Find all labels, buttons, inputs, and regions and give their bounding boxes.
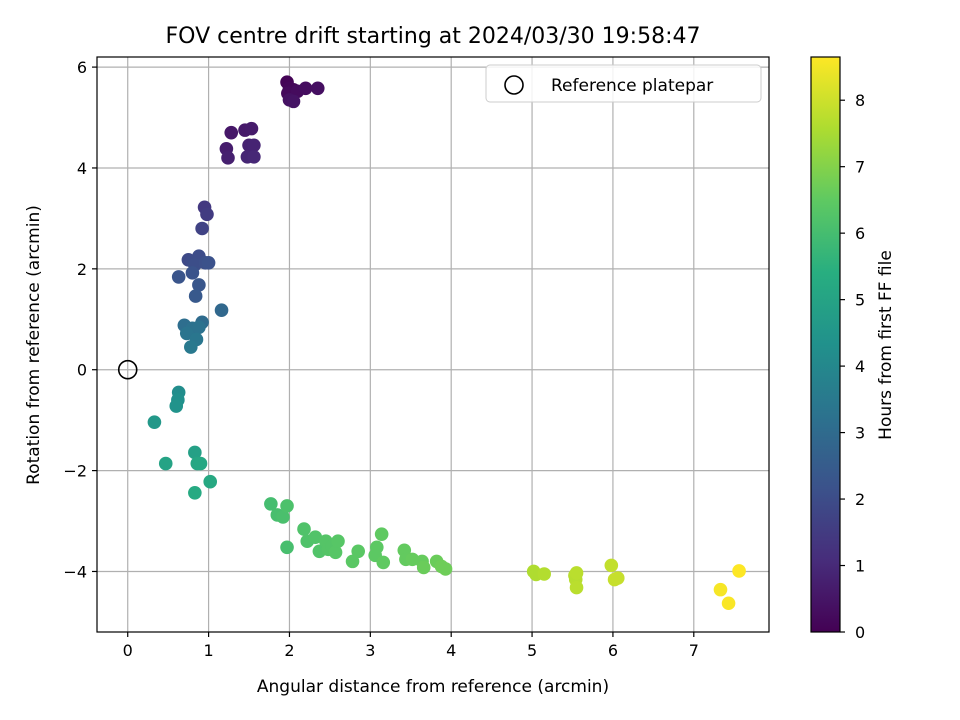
data-point bbox=[247, 138, 261, 153]
data-point bbox=[188, 445, 202, 460]
y-tick-label: −4 bbox=[63, 562, 87, 581]
data-point bbox=[221, 151, 235, 165]
y-tick-label: 6 bbox=[77, 58, 87, 77]
data-point bbox=[374, 527, 389, 541]
data-point bbox=[276, 510, 290, 524]
data-point bbox=[147, 415, 162, 429]
data-point bbox=[721, 596, 736, 611]
data-point bbox=[185, 266, 200, 280]
data-point bbox=[188, 485, 202, 500]
data-point bbox=[416, 560, 431, 575]
x-tick-label: 5 bbox=[527, 641, 537, 660]
colorbar-tick-label: 4 bbox=[855, 357, 865, 376]
colorbar-tick-label: 8 bbox=[855, 91, 865, 110]
data-point bbox=[610, 571, 625, 585]
data-point bbox=[188, 289, 203, 303]
data-point bbox=[438, 562, 453, 576]
data-point bbox=[713, 582, 728, 597]
data-point bbox=[569, 580, 584, 595]
colorbar-tick-label: 2 bbox=[855, 490, 865, 509]
chart-title: FOV centre drift starting at 2024/03/30 … bbox=[166, 24, 701, 49]
legend: Reference platepar bbox=[485, 64, 762, 103]
data-point bbox=[328, 545, 343, 560]
legend-entry-reference: Reference platepar bbox=[551, 76, 713, 96]
data-point bbox=[280, 540, 294, 555]
data-point bbox=[192, 320, 206, 335]
data-point bbox=[171, 270, 186, 284]
data-point bbox=[184, 340, 198, 354]
colorbar-tick-label: 0 bbox=[855, 623, 865, 642]
plot-frame bbox=[96, 56, 770, 633]
data-point bbox=[179, 326, 194, 341]
data-point bbox=[195, 221, 209, 236]
data-point bbox=[537, 567, 551, 581]
x-tick-label: 4 bbox=[446, 641, 456, 660]
data-point bbox=[308, 530, 323, 544]
data-point bbox=[201, 255, 216, 270]
data-point bbox=[310, 81, 325, 96]
x-axis-label: Angular distance from reference (arcmin) bbox=[257, 677, 609, 697]
data-point bbox=[604, 558, 619, 573]
data-point bbox=[264, 497, 278, 511]
legend-box bbox=[485, 64, 762, 103]
data-point bbox=[297, 522, 311, 536]
data-point bbox=[569, 566, 584, 580]
colorbar-tick-label: 6 bbox=[855, 224, 865, 243]
data-point bbox=[280, 499, 294, 513]
x-tick-label: 7 bbox=[689, 641, 699, 660]
data-point bbox=[192, 278, 206, 292]
colorbar-label: Hours from first FF file bbox=[876, 250, 896, 440]
y-tick-label: 4 bbox=[77, 159, 87, 178]
y-tick-label: 0 bbox=[77, 361, 87, 380]
colorbar bbox=[810, 56, 841, 633]
data-point bbox=[193, 456, 208, 471]
colorbar-tick-label: 1 bbox=[855, 557, 865, 576]
data-point bbox=[298, 81, 313, 96]
y-tick-label: −2 bbox=[63, 462, 87, 481]
data-point bbox=[369, 540, 384, 555]
y-tick-label: 2 bbox=[77, 260, 87, 279]
data-point bbox=[331, 534, 345, 549]
x-tick-label: 1 bbox=[204, 641, 214, 660]
x-tick-label: 2 bbox=[284, 641, 294, 660]
data-point bbox=[203, 474, 218, 489]
data-point bbox=[244, 121, 259, 136]
data-point bbox=[169, 399, 184, 413]
x-tick-label: 6 bbox=[608, 641, 618, 660]
colorbar-tick-label: 7 bbox=[855, 158, 865, 177]
x-tick-label: 3 bbox=[365, 641, 375, 660]
data-point bbox=[247, 150, 261, 164]
data-point bbox=[376, 555, 391, 570]
data-point bbox=[345, 554, 360, 569]
data-point bbox=[224, 125, 239, 140]
data-point bbox=[732, 564, 746, 578]
data-point bbox=[200, 207, 214, 222]
data-point bbox=[351, 544, 365, 559]
data-point bbox=[158, 456, 173, 471]
colorbar-tick-label: 5 bbox=[855, 291, 865, 310]
x-tick-label: 0 bbox=[123, 641, 133, 660]
colorbar-tick-label: 3 bbox=[855, 424, 865, 443]
data-point bbox=[286, 94, 301, 109]
colorbar-ticks: 0 1 2 3 4 5 6 7 8 bbox=[840, 91, 865, 642]
reference-marker bbox=[117, 359, 138, 380]
data-points bbox=[147, 75, 746, 611]
axis-ticks: 0 1 2 3 4 5 6 7 −4 −2 0 2 4 6 bbox=[63, 58, 698, 660]
data-point bbox=[214, 303, 229, 318]
legend-marker-icon bbox=[504, 75, 524, 95]
y-axis-label: Rotation from reference (arcmin) bbox=[24, 205, 44, 485]
